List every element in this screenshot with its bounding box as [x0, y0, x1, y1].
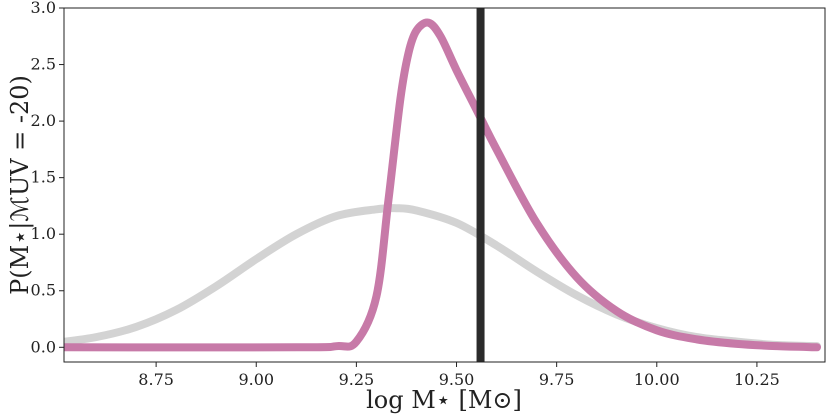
- x-axis-label: log M⋆ [M⊙]: [366, 386, 522, 414]
- y-tick-label: 3.0: [31, 0, 56, 17]
- y-tick-label: 2.5: [31, 55, 56, 74]
- x-tick-label: 9.00: [238, 370, 274, 389]
- x-tick-label: 10.00: [634, 370, 680, 389]
- y-tick-label: 2.0: [31, 111, 56, 130]
- curves-layer: [64, 18, 821, 352]
- x-tick-label: 9.75: [539, 370, 575, 389]
- x-tick-label: 9.25: [339, 370, 375, 389]
- y-tick-label: 0.0: [31, 337, 56, 356]
- x-tick-label: 9.50: [439, 370, 475, 389]
- x-axis-ticks: 8.75 9.00 9.25 9.50 9.75 10.00 10.25: [138, 362, 780, 389]
- series-line-1: [64, 204, 821, 351]
- y-axis-label: P(M⋆|ℳUV = -20): [6, 75, 35, 295]
- plot-frame: [63, 7, 826, 363]
- x-tick-label: 10.25: [734, 370, 780, 389]
- y-tick-label: 0.5: [31, 281, 56, 300]
- y-tick-label: 1.5: [31, 168, 56, 187]
- series-line-2: [64, 18, 821, 352]
- x-tick-label: 8.75: [138, 370, 174, 389]
- y-tick-label: 1.0: [31, 224, 56, 243]
- y-axis-ticks: 0.0 0.5 1.0 1.5 2.0 2.5 3.0: [31, 0, 64, 356]
